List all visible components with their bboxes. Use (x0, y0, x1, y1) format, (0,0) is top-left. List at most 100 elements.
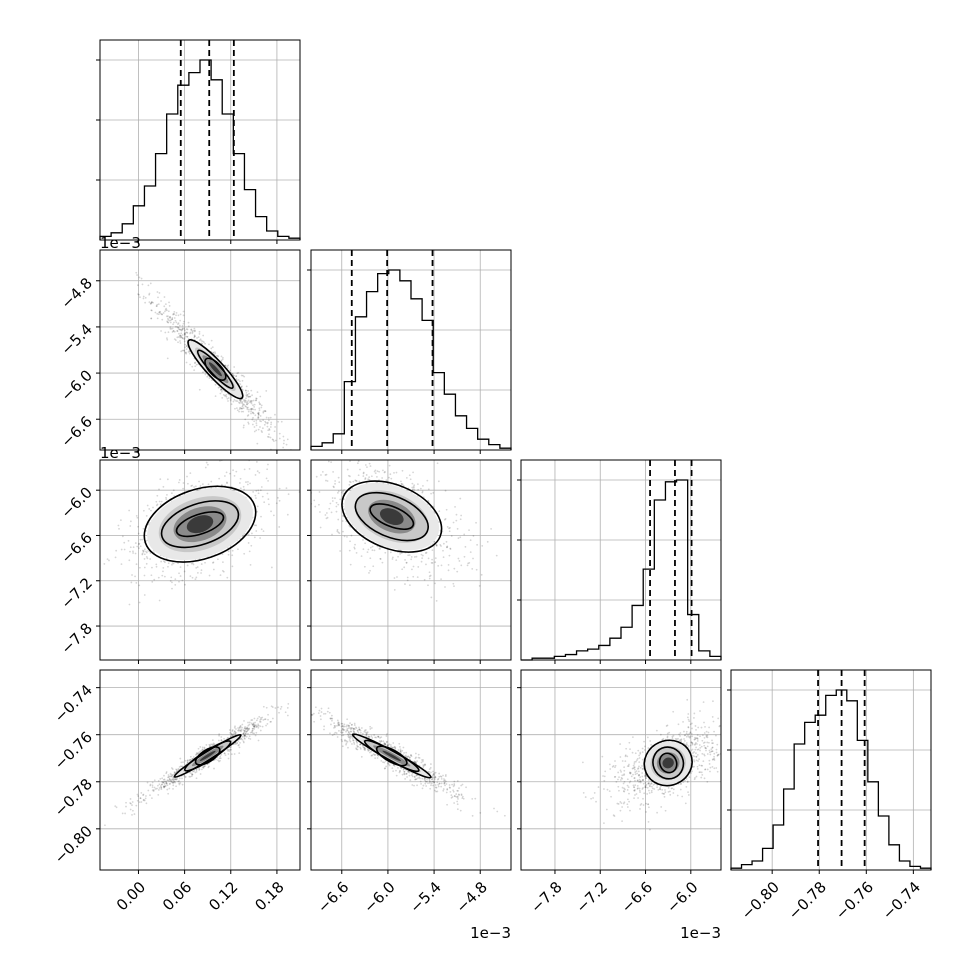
scatter-panel-2-3 (517, 669, 722, 874)
sample-point (421, 554, 424, 557)
sample-point (362, 472, 365, 475)
sample-point (158, 500, 161, 503)
sample-point (178, 332, 180, 335)
sample-point (424, 779, 427, 782)
sample-point (419, 780, 422, 783)
sample-point (235, 731, 237, 734)
sample-point (445, 791, 448, 794)
sample-point (444, 779, 446, 782)
sample-point (119, 519, 122, 522)
sample-point (245, 727, 248, 730)
sample-point (129, 550, 131, 553)
sample-point (161, 574, 164, 577)
sample-point (251, 407, 253, 410)
sample-point (408, 774, 411, 777)
sample-point (455, 793, 458, 795)
sample-point (151, 566, 153, 569)
sample-point (371, 737, 374, 739)
sample-point (342, 514, 344, 517)
sample-point (380, 740, 383, 743)
sample-point (248, 723, 251, 726)
sample-point (626, 789, 629, 791)
sample-point (204, 342, 206, 345)
sample-point (689, 723, 692, 726)
sample-point (355, 740, 358, 743)
sample-point (412, 485, 415, 488)
sample-point (242, 732, 245, 735)
sample-point (434, 784, 437, 786)
sample-point (202, 765, 205, 768)
sample-point (138, 276, 141, 279)
sample-point (349, 540, 351, 543)
sample-point (421, 760, 424, 763)
sample-point (363, 729, 366, 732)
sample-point (433, 781, 436, 784)
sample-point (246, 406, 249, 409)
sample-point (189, 775, 192, 778)
sample-point (210, 480, 213, 483)
sample-point (345, 742, 348, 745)
sample-point (130, 802, 132, 805)
sample-point (167, 776, 170, 778)
sample-point (390, 746, 393, 749)
sample-point (186, 564, 189, 567)
sample-point (247, 732, 249, 735)
sample-point (142, 527, 145, 530)
sample-point (229, 399, 232, 402)
sample-point (165, 782, 168, 785)
sample-point (123, 548, 126, 551)
sample-point (210, 347, 213, 350)
sample-point (172, 781, 175, 784)
sample-point (219, 757, 222, 760)
sample-point (460, 793, 463, 796)
sample-point (456, 796, 459, 799)
sample-point (353, 546, 356, 549)
sample-point (286, 714, 289, 717)
sample-point (245, 730, 248, 733)
sample-point (270, 423, 272, 426)
sample-point (144, 797, 147, 800)
sample-point (244, 729, 246, 732)
sample-point (251, 532, 253, 535)
sample-point (327, 460, 330, 463)
sample-point (329, 502, 332, 505)
sample-point (280, 420, 283, 423)
sample-point (179, 334, 182, 337)
sample-point (239, 487, 242, 490)
sample-point (434, 582, 436, 585)
sample-point (260, 528, 263, 531)
sample-point (428, 779, 431, 782)
sample-point (457, 557, 460, 560)
sample-point (425, 785, 428, 787)
sample-point (375, 736, 378, 739)
sample-point (249, 407, 252, 410)
sample-point (180, 336, 183, 339)
sample-point (399, 769, 401, 772)
sample-point (229, 472, 231, 475)
sample-point (417, 756, 420, 759)
sample-point (145, 529, 147, 532)
sample-point (227, 757, 230, 760)
sample-point (413, 556, 416, 558)
sample-point (235, 728, 237, 730)
sample-point (460, 784, 463, 787)
sample-point (371, 754, 374, 757)
sample-point (449, 547, 452, 550)
sample-point (152, 790, 155, 792)
sample-point (265, 477, 268, 480)
sample-point (410, 774, 413, 776)
sample-point (145, 562, 148, 565)
sample-point (269, 721, 272, 723)
sample-point (141, 553, 144, 556)
contour-line (204, 357, 227, 381)
sample-point (186, 475, 188, 478)
panel-frame (310, 249, 512, 451)
sample-point (248, 727, 251, 730)
sample-point (190, 329, 193, 331)
sample-point (440, 578, 442, 581)
sample-point (139, 797, 142, 800)
sample-point (148, 292, 151, 295)
sample-point (201, 746, 204, 749)
sample-point (469, 539, 472, 542)
sample-point (264, 718, 267, 721)
